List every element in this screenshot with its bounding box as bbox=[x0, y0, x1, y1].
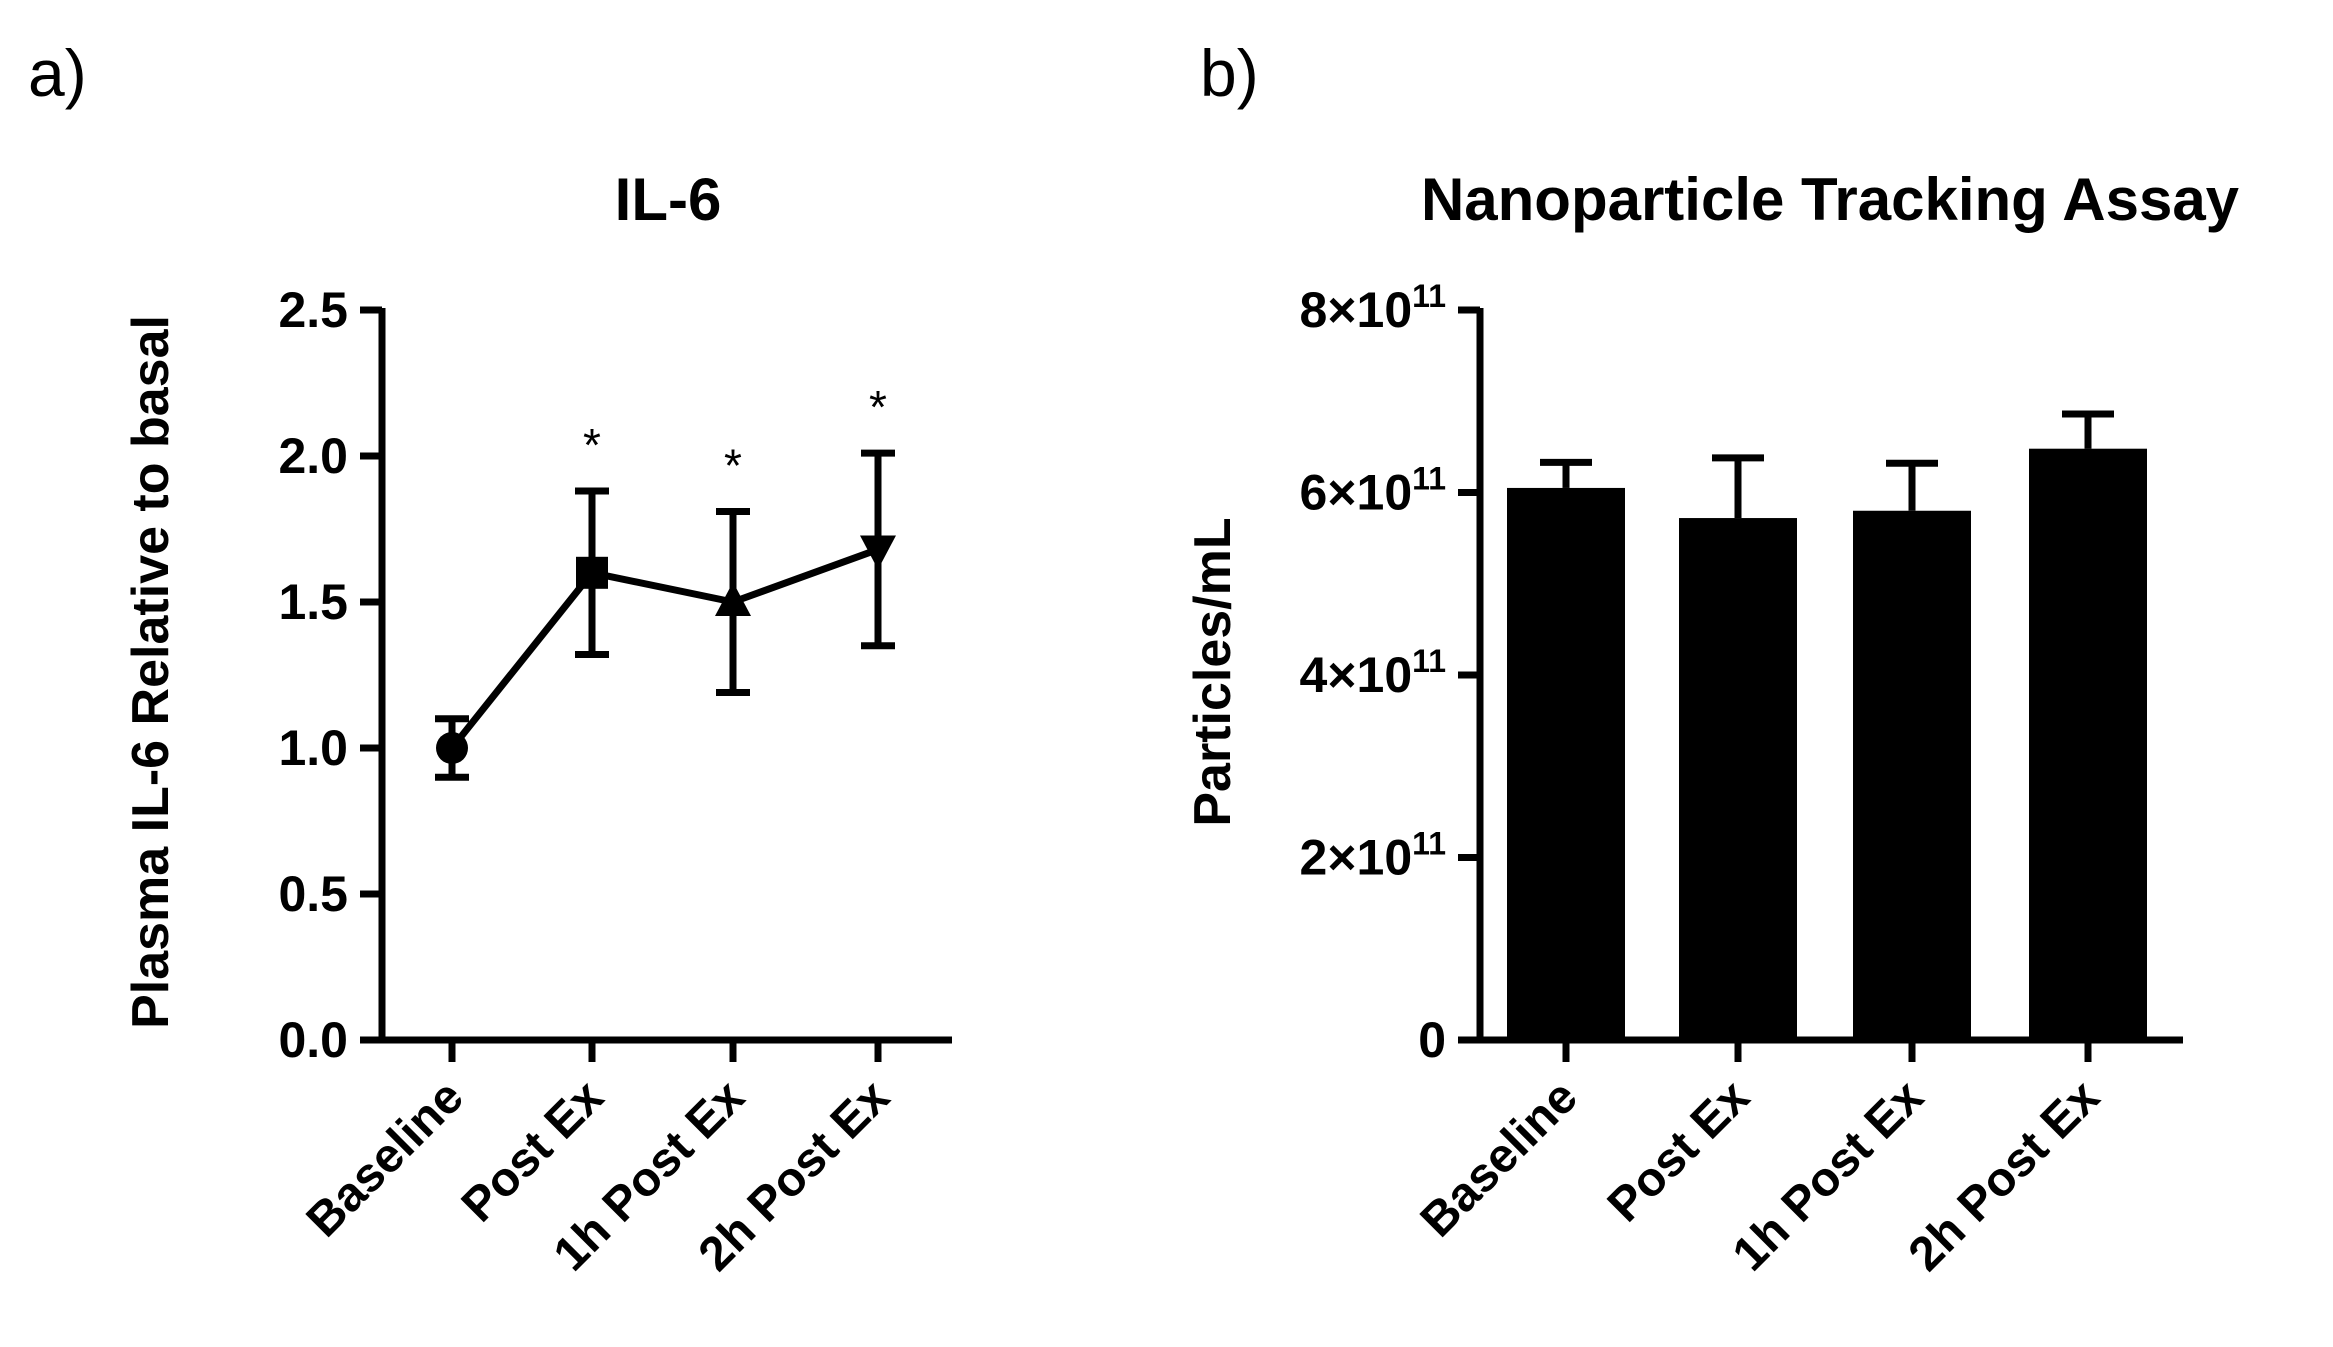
panel-b-y-tick-label: 8×1011 bbox=[1300, 278, 1446, 338]
panel-b-title: Nanoparticle Tracking Assay bbox=[1421, 166, 2240, 233]
panel-b-bar bbox=[1679, 518, 1797, 1040]
panel-b-y-axis-label: Particles/mL bbox=[1184, 517, 1242, 826]
panel-a-significance-asterisk: * bbox=[583, 419, 601, 471]
panel-b-y-tick-label: 0 bbox=[1418, 1012, 1446, 1068]
panel-a-y-ticks: 0.0 0.5 1.0 1.5 2.0 2.5 bbox=[278, 282, 382, 1068]
panel-a-marker-triangle-down bbox=[860, 535, 896, 570]
panel-a-title: IL-6 bbox=[615, 166, 722, 233]
panel-b-error-bars bbox=[1540, 410, 2114, 519]
panel-b-y-tick-mantissa: 6×10 bbox=[1300, 465, 1413, 521]
panel-a-markers bbox=[436, 535, 896, 764]
panel-b-bars bbox=[1507, 448, 2147, 1040]
panel-b-x-tick-label: Baseline bbox=[1411, 1070, 1588, 1247]
panel-b-y-tick-exponent: 11 bbox=[1412, 461, 1446, 497]
panel-a-y-tick-label: 1.5 bbox=[278, 574, 348, 630]
panel-b-x-tick-label: 1h Post Ex bbox=[1723, 1070, 1934, 1281]
panel-b-bar bbox=[1853, 510, 1971, 1040]
panel-b-y-tick-mantissa: 4×10 bbox=[1300, 647, 1413, 703]
panel-a-significance-marks: * * * bbox=[583, 381, 887, 491]
panel-a-y-tick-label: 2.0 bbox=[278, 428, 348, 484]
panel-a-il6-line-chart: a) IL-6 Plasma IL-6 Relative to basal 0.… bbox=[28, 36, 952, 1281]
panel-a-x-tick-label: Baseline bbox=[297, 1070, 474, 1247]
panel-b-nta-bar-chart: b) Nanoparticle Tracking Assay Particles… bbox=[1184, 36, 2240, 1281]
panel-b-bar bbox=[2029, 448, 2147, 1040]
panel-a-y-tick-label: 0.0 bbox=[278, 1012, 348, 1068]
panel-a-error-bars bbox=[435, 449, 895, 781]
panel-b-y-tick-mantissa: 8×10 bbox=[1300, 282, 1413, 338]
panel-a-y-tick-label: 1.0 bbox=[278, 720, 348, 776]
panel-b-y-tick-exponent: 11 bbox=[1412, 826, 1446, 862]
panel-a-y-tick-label: 0.5 bbox=[278, 866, 348, 922]
panel-a-axes bbox=[378, 308, 952, 1044]
panel-a-y-tick-label: 2.5 bbox=[278, 282, 348, 338]
panel-b-label: b) bbox=[1200, 36, 1259, 110]
panel-b-y-tick-label: 6×1011 bbox=[1300, 461, 1446, 521]
panel-a-marker-square bbox=[576, 556, 608, 589]
panel-a-data-line bbox=[449, 546, 880, 751]
panel-b-y-tick-mantissa: 2×10 bbox=[1300, 830, 1413, 886]
panel-b-y-tick-exponent: 11 bbox=[1412, 643, 1446, 679]
panel-b-bar bbox=[1507, 487, 1625, 1040]
panel-b-y-tick-label: 2×1011 bbox=[1300, 826, 1446, 886]
panel-b-y-tick-mantissa: 0 bbox=[1418, 1012, 1446, 1068]
panel-b-y-tick-exponent: 11 bbox=[1412, 278, 1446, 314]
panel-a-marker-circle bbox=[436, 732, 468, 764]
panel-a-marker-triangle-up bbox=[715, 582, 751, 616]
panel-a-significance-asterisk: * bbox=[724, 439, 742, 491]
panel-b-x-tick-label: 2h Post Ex bbox=[1899, 1070, 2110, 1281]
panel-a-series-line bbox=[449, 546, 880, 751]
panel-a-significance-asterisk: * bbox=[869, 381, 887, 433]
panel-a-label: a) bbox=[28, 36, 87, 110]
panel-b-y-tick-label: 4×1011 bbox=[1300, 643, 1446, 703]
panel-a-y-axis-label: Plasma IL-6 Relative to basal bbox=[122, 315, 180, 1029]
panel-b-x-tick-label: Post Ex bbox=[1598, 1070, 1760, 1232]
